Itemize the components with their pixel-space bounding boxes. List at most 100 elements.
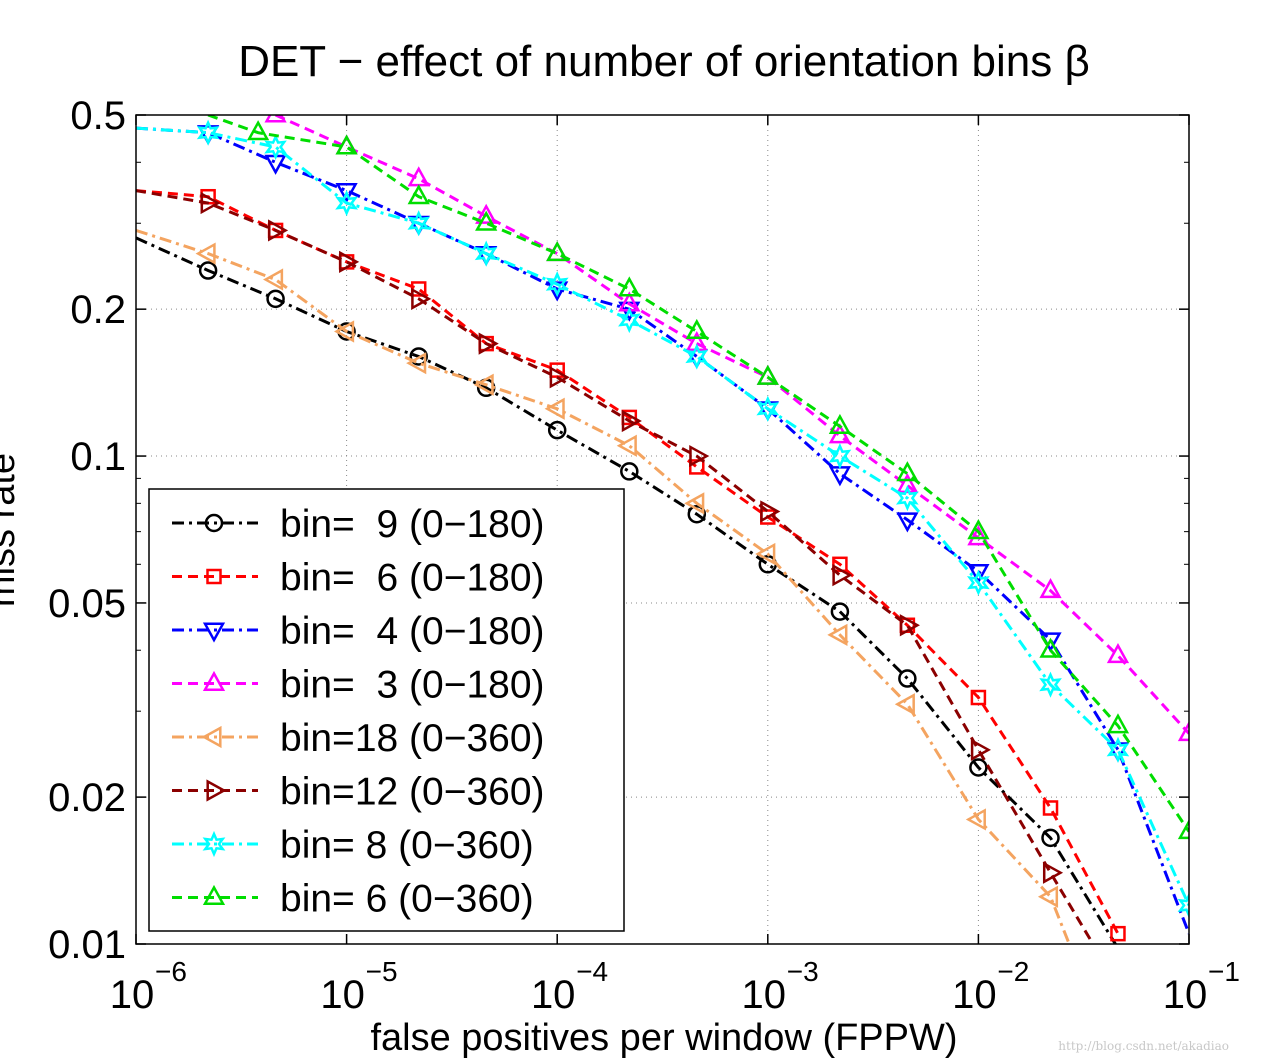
x-tick-label-exponent: −2: [997, 956, 1029, 987]
data-point-marker: [335, 183, 358, 204]
data-point-marker: [475, 203, 498, 224]
data-point-marker: [196, 119, 220, 146]
legend-label: bin= 6 (0−360): [280, 878, 534, 921]
data-point-marker: [544, 397, 565, 420]
data-point-marker: [828, 423, 852, 444]
legend-marker: [201, 725, 222, 749]
data-point-marker: [407, 184, 430, 205]
data-point-marker: [1042, 800, 1059, 816]
data-point-marker: [685, 343, 709, 370]
y-axis-label: miss rate: [0, 453, 23, 607]
data-point-marker: [339, 250, 360, 274]
data-point-marker: [756, 364, 779, 385]
legend-marker: [202, 830, 226, 858]
x-tick-label-base: 10: [742, 973, 787, 1017]
data-point-marker: [262, 268, 284, 291]
data-point-marker: [1177, 818, 1189, 840]
legend-item: bin= 4 (0−180): [172, 610, 545, 653]
legend-label: bin= 6 (0−180): [280, 557, 545, 600]
data-point-marker: [684, 492, 705, 515]
series-7: [136, 119, 1189, 919]
data-point-marker: [896, 512, 919, 533]
legend-item: bin= 9 (0−180): [172, 503, 545, 546]
legend-item: bin= 6 (0−180): [172, 557, 545, 600]
series-line: [207, 115, 1189, 833]
data-point-marker: [1106, 713, 1130, 734]
data-point-marker: [898, 669, 917, 688]
x-tick-label-exponent: −1: [1208, 956, 1240, 987]
series-group: [136, 115, 1189, 944]
data-point-marker: [549, 366, 570, 389]
data-point-marker: [970, 738, 991, 761]
series-line: [136, 189, 1120, 935]
legend-label: bin= 8 (0−360): [280, 824, 534, 867]
legend: bin= 9 (0−180) bin= 6 (0−180) bin= 4 (0−18…: [148, 488, 625, 932]
data-point-marker: [967, 519, 990, 540]
data-point-marker: [896, 472, 919, 494]
data-point-marker: [967, 563, 990, 585]
x-tick-label-base: 10: [531, 973, 576, 1017]
legend-item: bin= 6 (0−360): [172, 878, 534, 921]
x-tick-label-exponent: −3: [787, 956, 819, 987]
data-point-marker: [685, 331, 708, 352]
data-point-marker: [1106, 736, 1130, 763]
data-point-marker: [1042, 861, 1064, 884]
data-point-marker: [760, 500, 781, 523]
legend-label: bin=12 (0−360): [280, 771, 545, 814]
data-point-marker: [411, 287, 432, 310]
data-point-marker: [685, 318, 708, 340]
data-point-marker: [473, 373, 494, 396]
legend-item: bin=18 (0−360): [172, 717, 545, 760]
y-tick-label: 0.05: [48, 582, 126, 626]
data-point-marker: [1039, 637, 1062, 658]
data-point-marker: [334, 320, 355, 343]
y-tick-label: 0.02: [48, 776, 126, 820]
data-point-marker: [198, 261, 218, 280]
watermark-text: http://blog.csdn.net/akadiao: [1058, 1039, 1229, 1053]
data-point-marker: [335, 190, 359, 217]
data-point-marker: [1106, 742, 1130, 763]
data-point-marker: [896, 461, 919, 482]
series-8: [207, 115, 1189, 840]
data-point-marker: [546, 240, 569, 262]
data-point-marker: [406, 352, 427, 375]
x-tick-label-base: 10: [952, 973, 997, 1017]
data-point-marker: [1177, 720, 1189, 742]
data-point-marker: [246, 120, 270, 141]
data-point-marker: [966, 569, 990, 596]
y-tick-label: 0.2: [70, 288, 126, 332]
legend-marker: [202, 884, 226, 906]
data-point-marker: [475, 210, 498, 231]
chart-title: DET − effect of number of orientation bi…: [238, 37, 1090, 86]
x-tick-label-base: 10: [320, 973, 365, 1017]
data-point-marker: [895, 484, 919, 512]
data-point-marker: [195, 242, 216, 265]
x-tick-label-exponent: −6: [155, 956, 187, 987]
data-point-marker: [474, 240, 498, 267]
data-point-marker: [894, 693, 915, 716]
data-point-marker: [1039, 671, 1062, 698]
x-tick-label: 10−6: [110, 956, 187, 1017]
series-line: [136, 126, 1189, 935]
x-tick-label: 10−2: [952, 956, 1029, 1017]
legend-label: bin= 9 (0−180): [280, 503, 545, 546]
axis-ticks: 10−610−510−410−310−210−10.010.020.050.10…: [48, 94, 1240, 1017]
data-point-marker: [1110, 925, 1126, 942]
legend-marker: [206, 779, 227, 802]
data-point-marker: [756, 395, 780, 422]
series-6: [136, 189, 1095, 944]
legend-marker: [202, 670, 226, 692]
data-point-marker: [1041, 828, 1060, 848]
data-point-marker: [970, 689, 987, 706]
data-point-marker: [828, 443, 852, 470]
data-point-marker: [1037, 885, 1059, 908]
data-point-marker: [264, 115, 287, 123]
legend-item: bin= 3 (0−180): [172, 664, 545, 707]
legend-marker: [204, 513, 224, 533]
data-point-marker: [618, 276, 641, 297]
plot-area-frame: [135, 114, 1190, 945]
legend-marker: [206, 568, 222, 585]
legend-label: bin= 3 (0−180): [280, 664, 545, 707]
data-point-marker: [264, 133, 287, 161]
